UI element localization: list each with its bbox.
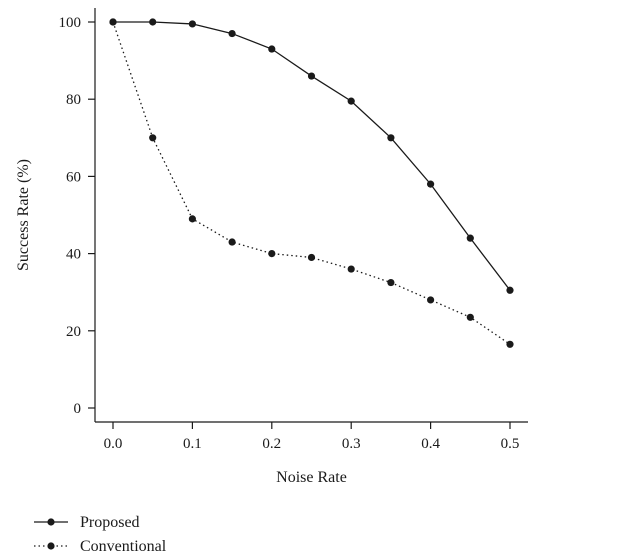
y-tick-label: 60 xyxy=(66,169,81,185)
series-conventional xyxy=(109,18,514,348)
data-point-proposed xyxy=(347,97,355,105)
legend-label: Proposed xyxy=(80,514,140,531)
x-tick-label: 0.3 xyxy=(342,436,361,452)
data-point-conventional xyxy=(347,265,355,273)
y-tick-label: 40 xyxy=(66,247,81,263)
y-tick-label: 80 xyxy=(66,92,81,108)
data-point-proposed xyxy=(307,72,316,80)
plot-frame xyxy=(94,8,528,423)
series-proposed xyxy=(109,18,514,294)
data-point-conventional xyxy=(307,253,316,262)
x-tick-label: 0.5 xyxy=(501,436,520,452)
x-tick-label: 0.1 xyxy=(183,436,202,452)
data-point-proposed xyxy=(466,234,474,242)
series-layer xyxy=(109,18,514,348)
legend: Proposed Conventional xyxy=(34,514,167,555)
x-tick-label: 0.4 xyxy=(421,436,440,452)
legend-item-proposed: Proposed xyxy=(34,514,140,531)
data-point-proposed xyxy=(387,134,395,142)
data-point-conventional xyxy=(188,215,196,223)
data-point-proposed xyxy=(188,20,196,28)
y-tick-label: 20 xyxy=(66,324,81,340)
data-point-conventional xyxy=(228,238,236,246)
data-point-proposed xyxy=(268,45,276,53)
legend-swatch-marker xyxy=(47,518,55,526)
data-point-proposed xyxy=(228,29,236,38)
legend-swatch-marker xyxy=(47,542,55,550)
data-point-conventional xyxy=(268,250,276,258)
legend-label: Conventional xyxy=(80,538,167,555)
data-point-conventional xyxy=(387,278,395,287)
data-point-conventional xyxy=(427,296,435,304)
data-point-proposed xyxy=(506,286,514,294)
y-tick-label: 100 xyxy=(59,15,82,31)
data-point-conventional xyxy=(506,340,514,348)
series-line-conventional xyxy=(112,21,511,345)
x-tick-label: 0.0 xyxy=(104,436,123,452)
legend-item-conventional: Conventional xyxy=(34,538,167,555)
data-point-conventional xyxy=(149,134,157,142)
y-axis-label: Success Rate (%) xyxy=(15,159,32,271)
series-line-proposed xyxy=(113,21,511,291)
axes: 0.0 0.1 0.2 0.3 0.4 0.5 0 20 40 60 80 100 xyxy=(59,15,520,452)
x-tick-label: 0.2 xyxy=(262,436,281,452)
data-point-proposed xyxy=(149,18,157,26)
y-tick-label: 0 xyxy=(74,401,82,417)
x-axis-label: Noise Rate xyxy=(276,469,347,486)
data-point-proposed xyxy=(427,180,435,188)
data-point-conventional xyxy=(466,313,474,321)
data-point-conventional xyxy=(109,18,117,26)
